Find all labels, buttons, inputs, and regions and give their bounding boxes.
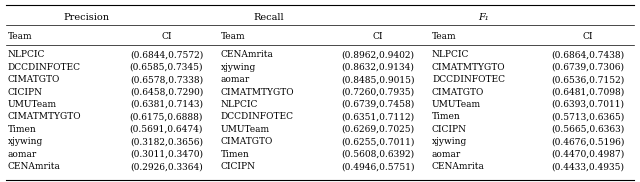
Text: (0.6351,0.7112): (0.6351,0.7112) (341, 112, 414, 121)
Text: (0.6585,0.7345): (0.6585,0.7345) (130, 63, 203, 72)
Text: Team: Team (8, 32, 32, 41)
Text: CI: CI (583, 32, 593, 41)
Text: (0.4470,0.4987): (0.4470,0.4987) (552, 150, 625, 159)
Text: (0.6458,0.7290): (0.6458,0.7290) (130, 88, 203, 96)
Text: (0.6481,0.7098): (0.6481,0.7098) (552, 88, 625, 96)
Text: Timen: Timen (8, 125, 36, 134)
Text: (0.4946,0.5751): (0.4946,0.5751) (341, 162, 414, 171)
Text: (0.6844,0.7572): (0.6844,0.7572) (130, 50, 203, 59)
Text: CI: CI (161, 32, 172, 41)
Text: Team: Team (432, 32, 456, 41)
Text: Precision: Precision (63, 13, 109, 22)
Text: (0.6578,0.7338): (0.6578,0.7338) (130, 75, 203, 84)
Text: DCCDINFOTEC: DCCDINFOTEC (8, 63, 81, 72)
Text: (0.6393,0.7011): (0.6393,0.7011) (552, 100, 625, 109)
Text: CENAmrita: CENAmrita (8, 162, 61, 171)
Text: UMUTeam: UMUTeam (8, 100, 57, 109)
Text: Team: Team (221, 32, 245, 41)
Text: (0.2926,0.3364): (0.2926,0.3364) (130, 162, 203, 171)
Text: (0.8485,0.9015): (0.8485,0.9015) (341, 75, 414, 84)
Text: (0.8632,0.9134): (0.8632,0.9134) (341, 63, 414, 72)
Text: DCCDINFOTEC: DCCDINFOTEC (432, 75, 505, 84)
Text: CENAmrita: CENAmrita (432, 162, 485, 171)
Text: CI: CI (372, 32, 383, 41)
Text: DCCDINFOTEC: DCCDINFOTEC (221, 112, 294, 121)
Text: UMUTeam: UMUTeam (221, 125, 270, 134)
Text: (0.8962,0.9402): (0.8962,0.9402) (341, 50, 414, 59)
Text: NLPCIC: NLPCIC (8, 50, 45, 59)
Text: CENAmrita: CENAmrita (221, 50, 274, 59)
Text: NLPCIC: NLPCIC (432, 50, 469, 59)
Text: CIMATGTO: CIMATGTO (432, 88, 484, 96)
Text: (0.5713,0.6365): (0.5713,0.6365) (552, 112, 625, 121)
Text: (0.6739,0.7458): (0.6739,0.7458) (341, 100, 414, 109)
Text: (0.4433,0.4935): (0.4433,0.4935) (552, 162, 625, 171)
Text: NLPCIC: NLPCIC (221, 100, 258, 109)
Text: CIMATMTYGTO: CIMATMTYGTO (8, 112, 81, 121)
Text: (0.5691,0.6474): (0.5691,0.6474) (130, 125, 203, 134)
Text: (0.3182,0.3656): (0.3182,0.3656) (130, 137, 203, 146)
Text: CICIPN: CICIPN (432, 125, 467, 134)
Text: aomar: aomar (432, 150, 461, 159)
Text: F₁: F₁ (478, 13, 488, 22)
Text: aomar: aomar (8, 150, 37, 159)
Text: (0.6269,0.7025): (0.6269,0.7025) (341, 125, 414, 134)
Text: UMUTeam: UMUTeam (432, 100, 481, 109)
Text: (0.6175,0.6888): (0.6175,0.6888) (130, 112, 203, 121)
Text: xjywing: xjywing (221, 63, 256, 72)
Text: CIMATGTO: CIMATGTO (221, 137, 273, 146)
Text: CIMATMTYGTO: CIMATMTYGTO (432, 63, 506, 72)
Text: aomar: aomar (221, 75, 250, 84)
Text: Recall: Recall (253, 13, 284, 22)
Text: CIMATGTO: CIMATGTO (8, 75, 60, 84)
Text: (0.5665,0.6363): (0.5665,0.6363) (552, 125, 625, 134)
Text: Timen: Timen (432, 112, 461, 121)
Text: Timen: Timen (221, 150, 250, 159)
Text: (0.5608,0.6392): (0.5608,0.6392) (341, 150, 414, 159)
Text: xjywing: xjywing (432, 137, 467, 146)
Text: (0.4676,0.5196): (0.4676,0.5196) (552, 137, 625, 146)
Text: (0.6255,0.7011): (0.6255,0.7011) (341, 137, 414, 146)
Text: (0.6536,0.7152): (0.6536,0.7152) (552, 75, 625, 84)
Text: (0.3011,0.3470): (0.3011,0.3470) (130, 150, 203, 159)
Text: CIMATMTYGTO: CIMATMTYGTO (221, 88, 294, 96)
Text: (0.6864,0.7438): (0.6864,0.7438) (552, 50, 625, 59)
Text: CICIPN: CICIPN (8, 88, 43, 96)
Text: (0.6381,0.7143): (0.6381,0.7143) (130, 100, 203, 109)
Text: CICIPN: CICIPN (221, 162, 256, 171)
Text: (0.6739,0.7306): (0.6739,0.7306) (552, 63, 625, 72)
Text: (0.7260,0.7935): (0.7260,0.7935) (341, 88, 414, 96)
Text: xjywing: xjywing (8, 137, 43, 146)
